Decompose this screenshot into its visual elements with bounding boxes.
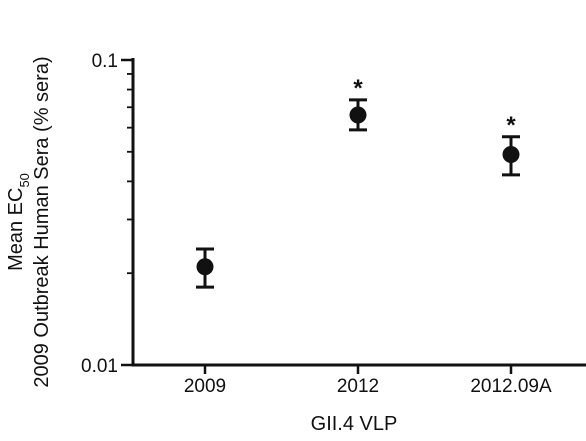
y-axis-title: Mean EC50 2009 Outbreak Human Sera (% se… [5,56,53,387]
data-point [502,145,520,163]
y-axis-title-line2: 2009 Outbreak Human Sera (% sera) [31,56,53,387]
axes: 0.01 0.1 2009 2012 2012.09A [81,51,586,397]
x-axis-title: GII.4 VLP [311,413,398,435]
y-tick-label: 0.01 [81,356,118,377]
x-tick-label: 2012 [337,376,379,397]
data-point [196,258,214,276]
data-point [349,106,367,124]
significance-star: * [506,112,516,139]
marks: ** [196,75,520,289]
y-axis-title-line1: Mean EC50 [5,173,32,271]
y-tick-label: 0.1 [92,51,118,72]
significance-star: * [353,75,363,102]
x-tick-label: 2009 [184,376,226,397]
y-axis-title-prefix: Mean EC [5,188,27,271]
y-axis-title-subscript: 50 [17,173,32,187]
x-tick-label: 2012.09A [470,376,552,397]
